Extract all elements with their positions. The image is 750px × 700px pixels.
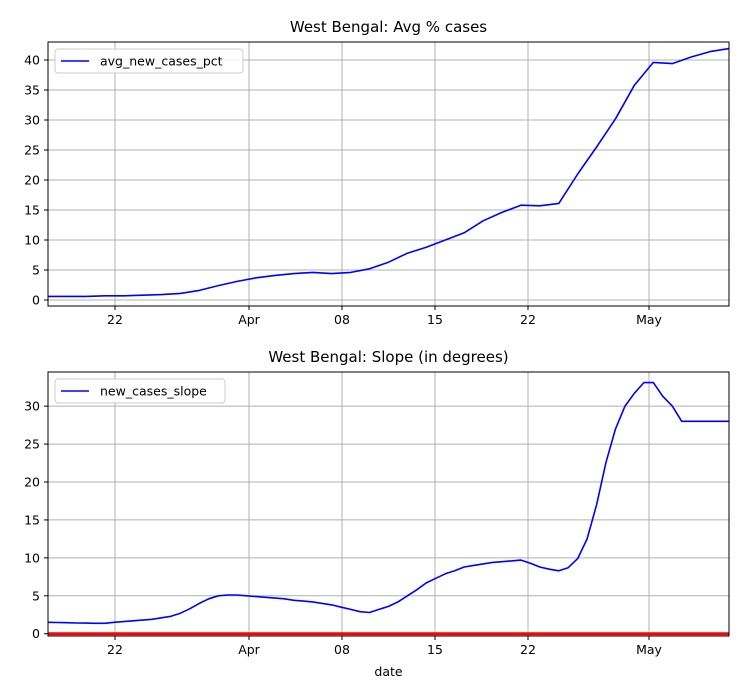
x-tick-label: 08 bbox=[334, 312, 350, 327]
y-tick-label: 20 bbox=[24, 475, 40, 490]
plot-frame bbox=[47, 41, 730, 307]
y-tick-label: 5 bbox=[32, 588, 40, 603]
plot-frame bbox=[47, 371, 730, 637]
chart-panel-2: 22 Apr 08 15 22 May 0 5 10 15 20 25 30 West Bengal: S… bbox=[24, 348, 730, 679]
x-tick-label: May bbox=[636, 642, 662, 657]
x-tick-label: 22 bbox=[107, 312, 123, 327]
x-tick-label: Apr bbox=[238, 312, 260, 327]
series-line-new_cases_slope bbox=[47, 381, 729, 625]
x-tick-label: 08 bbox=[334, 642, 350, 657]
y-tick-label: 20 bbox=[24, 173, 40, 188]
chart-panel-1: 22 Apr 08 15 22 May 0 5 10 15 20 25 30 35 40 West Benga… bbox=[24, 18, 730, 327]
x-tick-label: 22 bbox=[520, 642, 536, 657]
legend-label: new_cases_slope bbox=[100, 384, 207, 399]
chart-title: West Bengal: Slope (in degrees) bbox=[268, 348, 508, 366]
y-tick-label: 40 bbox=[24, 53, 40, 68]
legend-box bbox=[54, 48, 244, 74]
y-tick-label: 25 bbox=[24, 437, 40, 452]
series-line-avg_new_cases_pct bbox=[48, 47, 730, 298]
x-axis-label: date bbox=[374, 664, 402, 679]
y-tick-label: 10 bbox=[24, 550, 40, 565]
y-tick-label: 10 bbox=[24, 233, 40, 248]
x-tick-label: May bbox=[636, 312, 662, 327]
y-tick-label: 15 bbox=[24, 512, 40, 527]
y-tick-label: 30 bbox=[24, 399, 40, 414]
y-tick-label: 30 bbox=[24, 113, 40, 128]
chart-title: West Bengal: Avg % cases bbox=[290, 18, 487, 36]
legend-label: avg_new_cases_pct bbox=[100, 54, 223, 69]
x-tick-label: 15 bbox=[427, 642, 443, 657]
y-tick-label: 15 bbox=[24, 203, 40, 218]
y-tick-label: 5 bbox=[32, 263, 40, 278]
x-tick-label: 22 bbox=[520, 312, 536, 327]
y-tick-label: 0 bbox=[32, 293, 40, 308]
y-tick-label: 35 bbox=[24, 83, 40, 98]
y-tick-label: 0 bbox=[32, 626, 40, 641]
x-tick-label: 22 bbox=[107, 642, 123, 657]
legend-box bbox=[54, 378, 226, 404]
y-tick-label: 25 bbox=[24, 143, 40, 158]
legend: avg_new_cases_pct bbox=[54, 48, 244, 74]
x-tick-label: 15 bbox=[427, 312, 443, 327]
x-tick-label: Apr bbox=[238, 642, 260, 657]
legend: new_cases_slope bbox=[54, 378, 226, 404]
